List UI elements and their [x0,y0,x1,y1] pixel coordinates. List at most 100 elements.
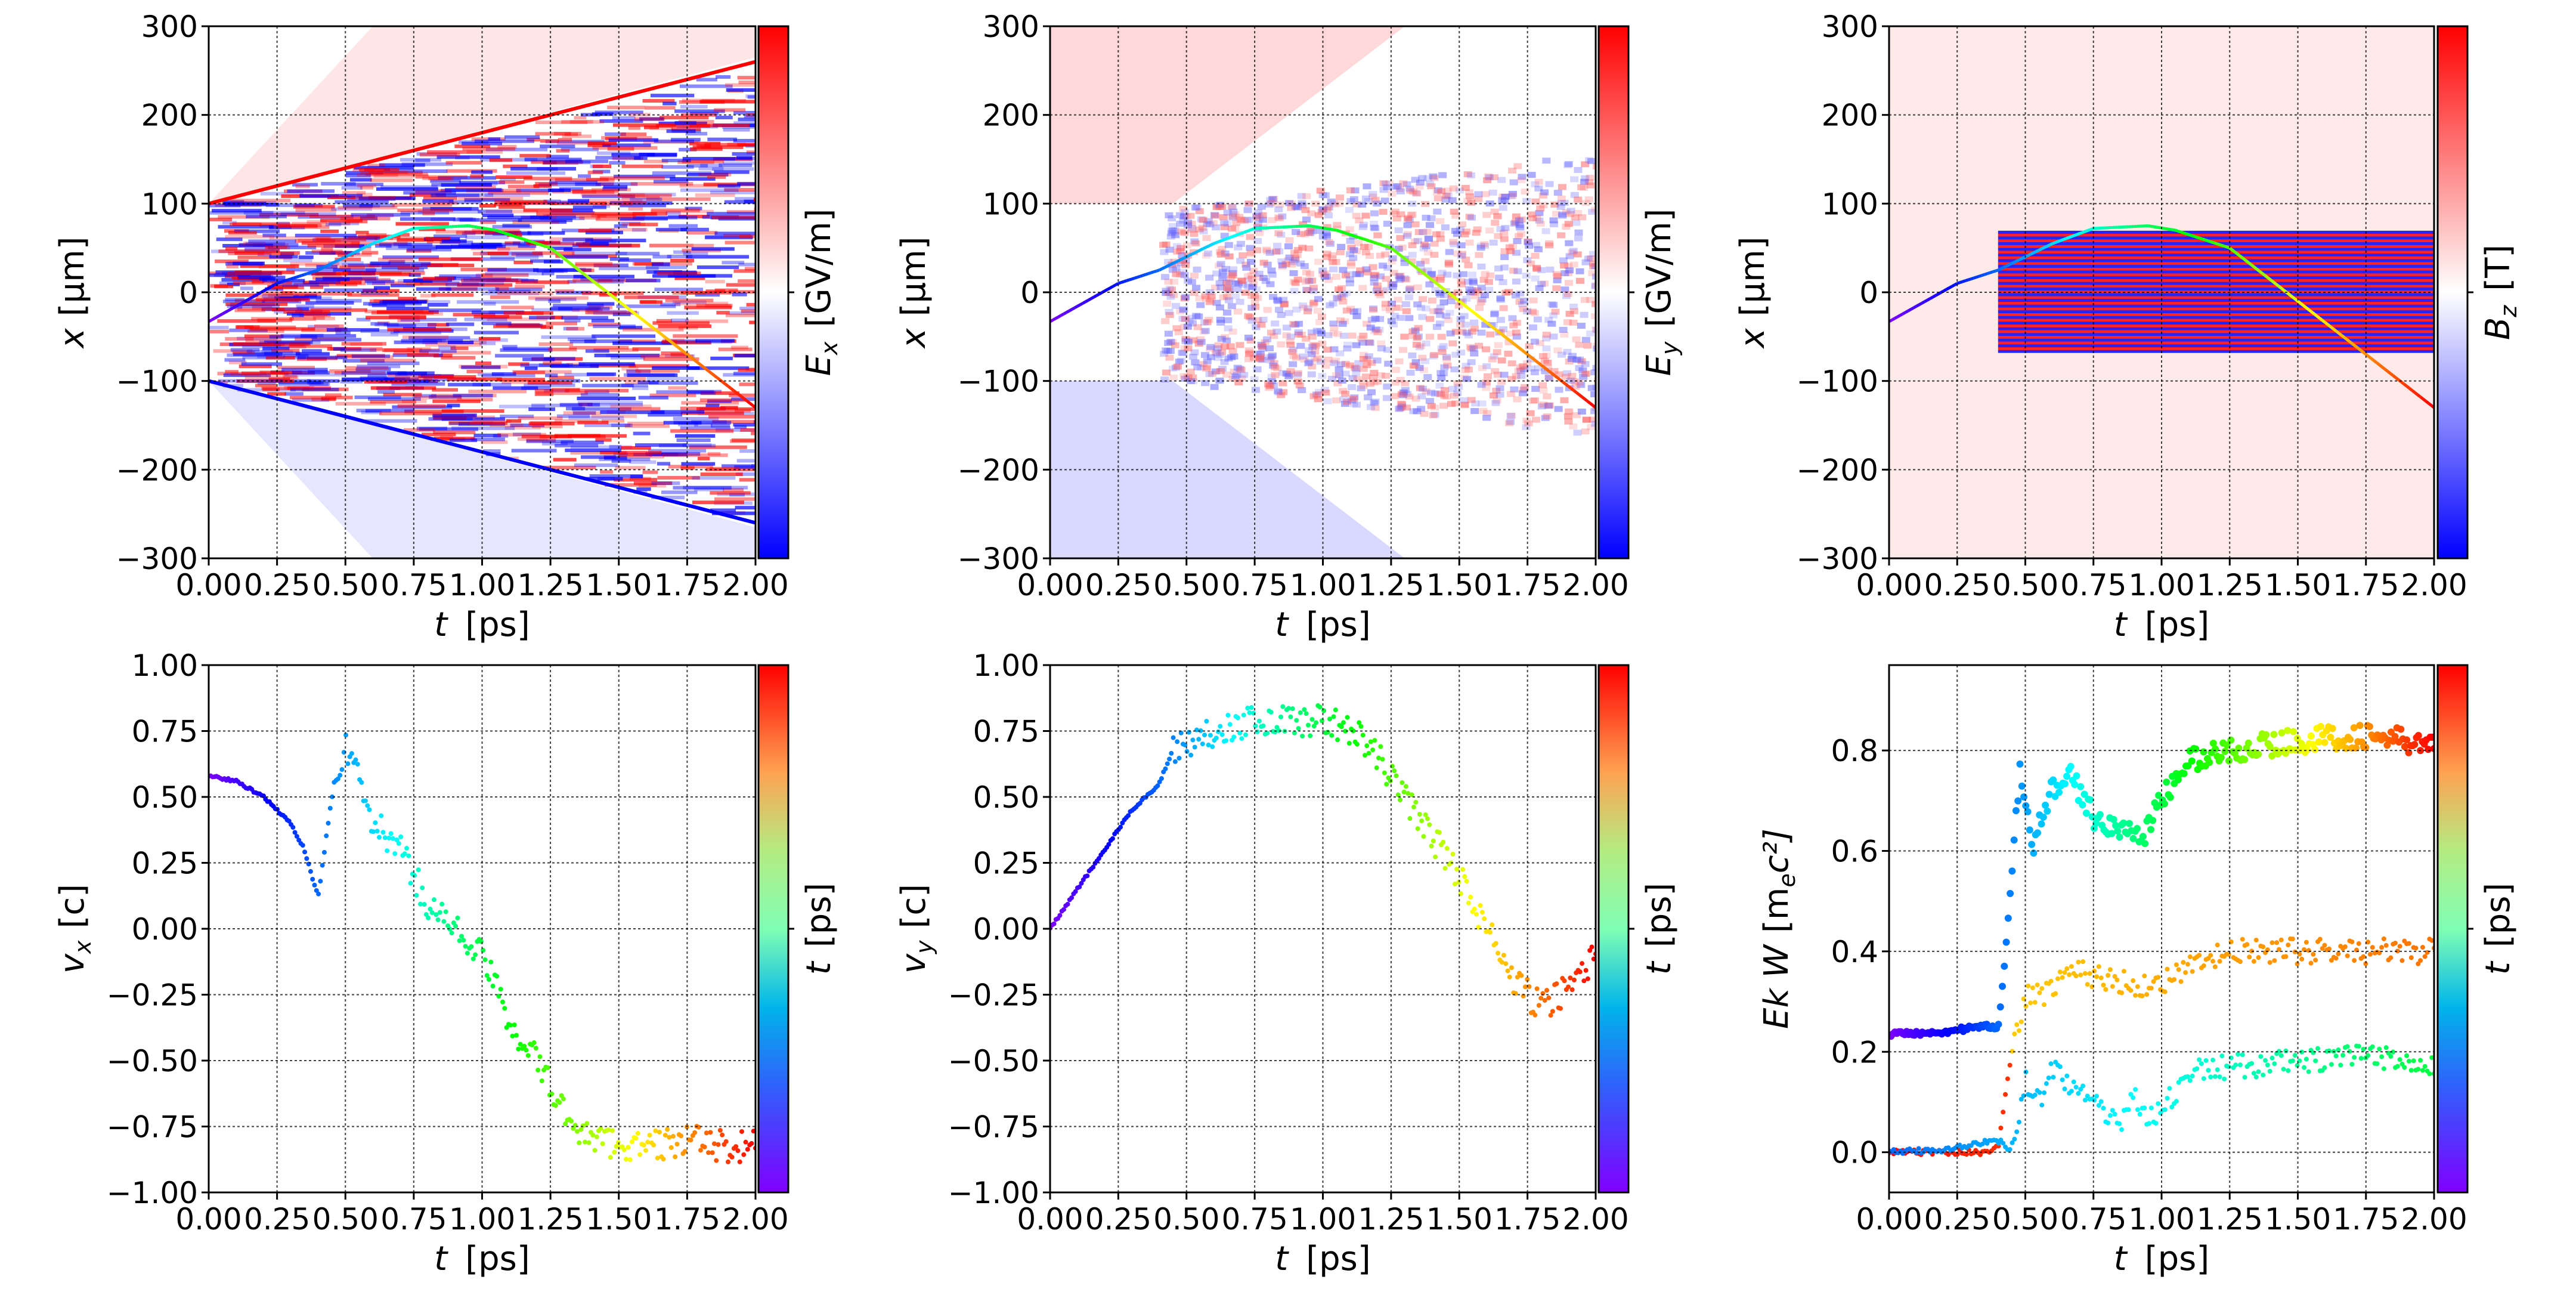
field-cell [1413,335,1422,341]
y-tick-label: −200 [1797,453,1878,487]
field-cell [1236,240,1245,247]
field-cell [695,193,735,197]
trajectory-segment [2005,263,2010,268]
field-cell [215,259,249,264]
trajectory-segment [273,282,278,286]
field-cell [1536,205,1545,212]
data-point [2148,985,2154,991]
colorbar-label-sub: x [816,341,843,356]
field-cell [225,370,239,374]
field-cell [342,263,380,267]
data-point [1208,733,1213,738]
field-cell [1193,324,1202,330]
field-cell [434,354,453,358]
field-cell [1361,212,1370,219]
field-cell [1275,248,1284,255]
field-cell [1259,274,1268,281]
x-tick-label: 1.00 [2128,568,2194,602]
field-cell [674,109,725,113]
field-cell [686,163,708,168]
field-cell [1528,308,1537,315]
y-tick-label: −100 [116,364,198,399]
data-point [2345,953,2350,959]
field-cell [320,229,339,233]
field-cell [1560,397,1569,404]
field-cell [432,413,477,418]
field-cell [1345,276,1354,283]
data-point [2110,815,2117,823]
data-point [2429,938,2434,943]
field-cell [1352,201,1361,208]
trajectory-segment [1976,274,1980,279]
data-point [1558,1006,1563,1011]
trajectory-segment [1581,395,1586,400]
field-cell [234,251,300,255]
field-cell [1316,187,1325,194]
trajectory-segment [1515,344,1521,350]
field-stripe [1998,301,2434,305]
field-cell [679,184,735,188]
data-point [494,974,500,979]
field-cell [1217,335,1226,342]
data-point [441,919,447,924]
data-point [641,1142,646,1148]
trajectory-segment [1134,276,1138,280]
trajectory-segment [2250,264,2255,268]
field-cell [734,409,751,413]
field-cell [1569,423,1578,429]
field-cell [1251,387,1260,393]
field-cell [1371,225,1380,231]
field-cell [1464,279,1473,285]
field-cell [1275,215,1284,222]
field-cell [238,276,286,280]
field-cell [427,323,450,327]
field-cell [608,138,659,142]
trajectory-segment [580,270,584,275]
field-cell [1279,389,1288,395]
colorbar [1597,25,1630,560]
data-point [2262,731,2270,738]
field-cell [358,234,401,239]
data-point [1302,707,1307,712]
field-cell [569,120,605,124]
data-point [653,1128,658,1133]
trajectory-segment [1406,259,1411,264]
data-point [1137,801,1143,806]
field-cell [1199,328,1208,335]
field-cell [649,243,714,248]
field-cell [1498,197,1507,203]
x-label-unit: [ps] [1306,605,1370,644]
field-cell [1223,209,1232,216]
field-cell [1292,228,1301,235]
trajectory-segment [596,283,601,288]
field-cell [1297,332,1306,338]
trajectory-segment [1156,268,1160,273]
trajectory-segment [653,327,658,332]
field-cell [1533,316,1542,323]
field-cell [1467,359,1476,366]
trajectory-segment [680,348,686,354]
field-cell [1305,278,1314,285]
trajectory-segment [658,332,664,336]
data-point [711,1141,717,1146]
field-cell [244,375,299,379]
field-cell [1550,202,1559,208]
data-point [2141,840,2149,848]
field-cell [458,243,503,248]
axes-frame [1049,25,1597,560]
field-cell [1162,369,1171,376]
field-cell [453,276,471,280]
trajectory-segment [1491,325,1496,330]
field-cell [1244,347,1253,354]
field-cell [1519,306,1528,313]
data-point [2063,772,2071,780]
data-point [330,794,335,799]
field-cell [521,386,551,390]
trajectory-segment [699,363,705,369]
field-cell [1277,258,1286,265]
field-cell [1163,301,1172,307]
field-cell [1518,301,1527,307]
data-point [498,987,503,992]
field-cell [657,475,700,480]
data-point [1532,1012,1538,1018]
